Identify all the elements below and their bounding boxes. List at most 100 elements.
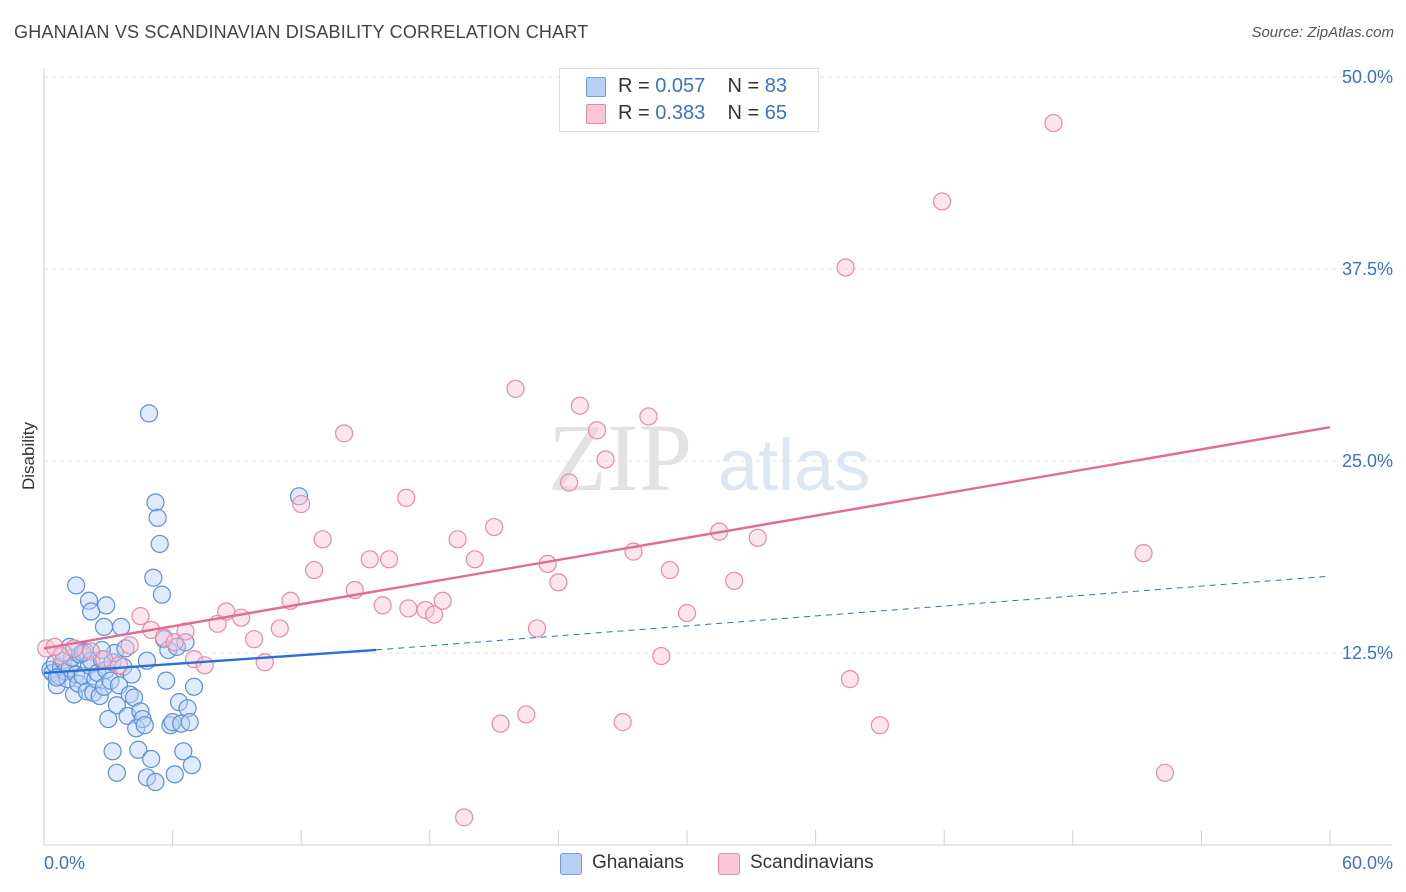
- series-scandinavians: [37, 113, 1175, 827]
- point-ghanaians: [176, 633, 195, 652]
- point-ghanaians: [112, 617, 131, 636]
- trend-line-scandinavians: [43, 426, 1331, 650]
- point-scandinavians: [549, 573, 568, 592]
- point-ghanaians: [90, 686, 109, 706]
- point-scandinavians: [304, 560, 324, 580]
- point-ghanaians: [137, 768, 156, 787]
- point-scandinavians: [131, 607, 150, 626]
- point-ghanaians: [99, 709, 118, 729]
- y-tick-label: 25.0%: [1342, 451, 1393, 471]
- watermark: ZIP atlas: [548, 404, 870, 511]
- point-ghanaians: [182, 756, 201, 775]
- point-ghanaians: [157, 671, 176, 690]
- point-scandinavians: [748, 528, 767, 547]
- point-scandinavians: [373, 596, 392, 615]
- point-scandinavians: [1044, 113, 1063, 133]
- point-scandinavians: [836, 258, 855, 277]
- point-ghanaians: [107, 696, 126, 715]
- point-scandinavians: [433, 591, 452, 610]
- point-scandinavians: [725, 571, 744, 590]
- point-scandinavians: [560, 473, 579, 492]
- legend-box: R = 0.057 N = 83 R = 0.383 N = 65: [559, 68, 819, 132]
- y-tick-label: 37.5%: [1342, 259, 1393, 279]
- point-scandinavians: [527, 619, 547, 638]
- chart-title: GHANAIAN VS SCANDINAVIAN DISABILITY CORR…: [14, 22, 589, 42]
- point-scandinavians: [120, 636, 139, 655]
- bottom-legend-label-ghanaians: Ghanaians: [592, 852, 684, 873]
- point-ghanaians: [174, 742, 193, 761]
- point-scandinavians: [448, 530, 467, 549]
- grid-lines: [44, 76, 1392, 654]
- point-scandinavians: [397, 488, 416, 507]
- x-tick-marks: [43, 830, 1331, 845]
- point-ghanaians: [142, 749, 161, 769]
- legend-n-value-scandinavians: 65: [764, 102, 788, 124]
- point-ghanaians: [184, 677, 204, 696]
- point-scandinavians: [840, 670, 859, 689]
- point-scandinavians: [613, 713, 632, 732]
- watermark-atlas: atlas: [718, 426, 870, 506]
- point-ghanaians: [101, 671, 120, 690]
- point-ghanaians: [146, 772, 165, 792]
- point-scandinavians: [154, 628, 174, 647]
- point-ghanaians: [97, 596, 116, 615]
- point-ghanaians: [79, 591, 99, 610]
- legend-r-value-ghanaians: 0.057: [655, 75, 706, 97]
- point-ghanaians: [180, 713, 199, 732]
- x-tick-label-min: 0.0%: [44, 853, 85, 873]
- point-scandinavians: [109, 656, 129, 675]
- point-scandinavians: [465, 550, 484, 569]
- point-ghanaians: [178, 699, 197, 718]
- point-scandinavians: [660, 560, 679, 580]
- y-tick-label: 50.0%: [1342, 67, 1393, 87]
- point-scandinavians: [232, 608, 251, 627]
- point-scandinavians: [360, 550, 379, 569]
- bottom-legend-swatch-scandinavians: [718, 853, 740, 875]
- point-scandinavians: [416, 600, 435, 620]
- x-tick-label-max: 60.0%: [1342, 853, 1393, 873]
- trend-lines: [43, 426, 1331, 675]
- legend-text-scandinavians: R = 0.383 N = 65: [618, 102, 788, 124]
- bottom-legend-label-scandinavians: Scandinavians: [750, 852, 874, 873]
- legend-r-value-scandinavians: 0.383: [655, 102, 706, 124]
- point-ghanaians: [129, 740, 148, 759]
- point-scandinavians: [1134, 544, 1153, 563]
- point-scandinavians: [570, 396, 589, 415]
- point-ghanaians: [144, 568, 163, 587]
- point-ghanaians: [165, 765, 184, 784]
- point-ghanaians: [139, 404, 159, 423]
- point-scandinavians: [491, 714, 510, 733]
- point-scandinavians: [639, 407, 658, 426]
- point-scandinavians: [292, 494, 311, 514]
- watermark-zip: ZIP: [548, 404, 692, 511]
- point-scandinavians: [244, 630, 264, 649]
- legend-swatch-scandinavians: [586, 104, 606, 124]
- trend-line-ghanaians-extrapolated: [376, 575, 1331, 651]
- y-tick-labels: 12.5% 25.0% 37.5% 50.0%: [1342, 67, 1393, 663]
- point-ghanaians: [148, 508, 167, 527]
- point-ghanaians: [167, 637, 186, 656]
- trend-line-ghanaians: [43, 648, 377, 675]
- point-scandinavians: [677, 603, 697, 623]
- point-scandinavians: [596, 450, 615, 469]
- point-scandinavians: [334, 424, 354, 443]
- bottom-legend-swatch-ghanaians: [560, 853, 582, 875]
- axes: [43, 68, 1392, 846]
- series-ghanaians: [41, 404, 309, 792]
- point-scandinavians: [270, 619, 289, 638]
- point-scandinavians: [485, 517, 504, 537]
- point-scandinavians: [517, 705, 536, 724]
- point-ghanaians: [135, 716, 154, 735]
- legend-n-value-ghanaians: 83: [764, 75, 788, 97]
- point-ghanaians: [103, 742, 122, 761]
- point-scandinavians: [932, 192, 952, 211]
- point-scandinavians: [195, 656, 214, 675]
- source-label: Source: ZipAtlas.com: [1251, 24, 1394, 41]
- point-scandinavians: [506, 379, 525, 398]
- point-ghanaians: [152, 585, 171, 604]
- point-ghanaians: [150, 534, 169, 554]
- point-scandinavians: [652, 646, 671, 666]
- point-scandinavians: [313, 530, 332, 549]
- point-ghanaians: [67, 576, 86, 595]
- point-ghanaians: [107, 763, 126, 782]
